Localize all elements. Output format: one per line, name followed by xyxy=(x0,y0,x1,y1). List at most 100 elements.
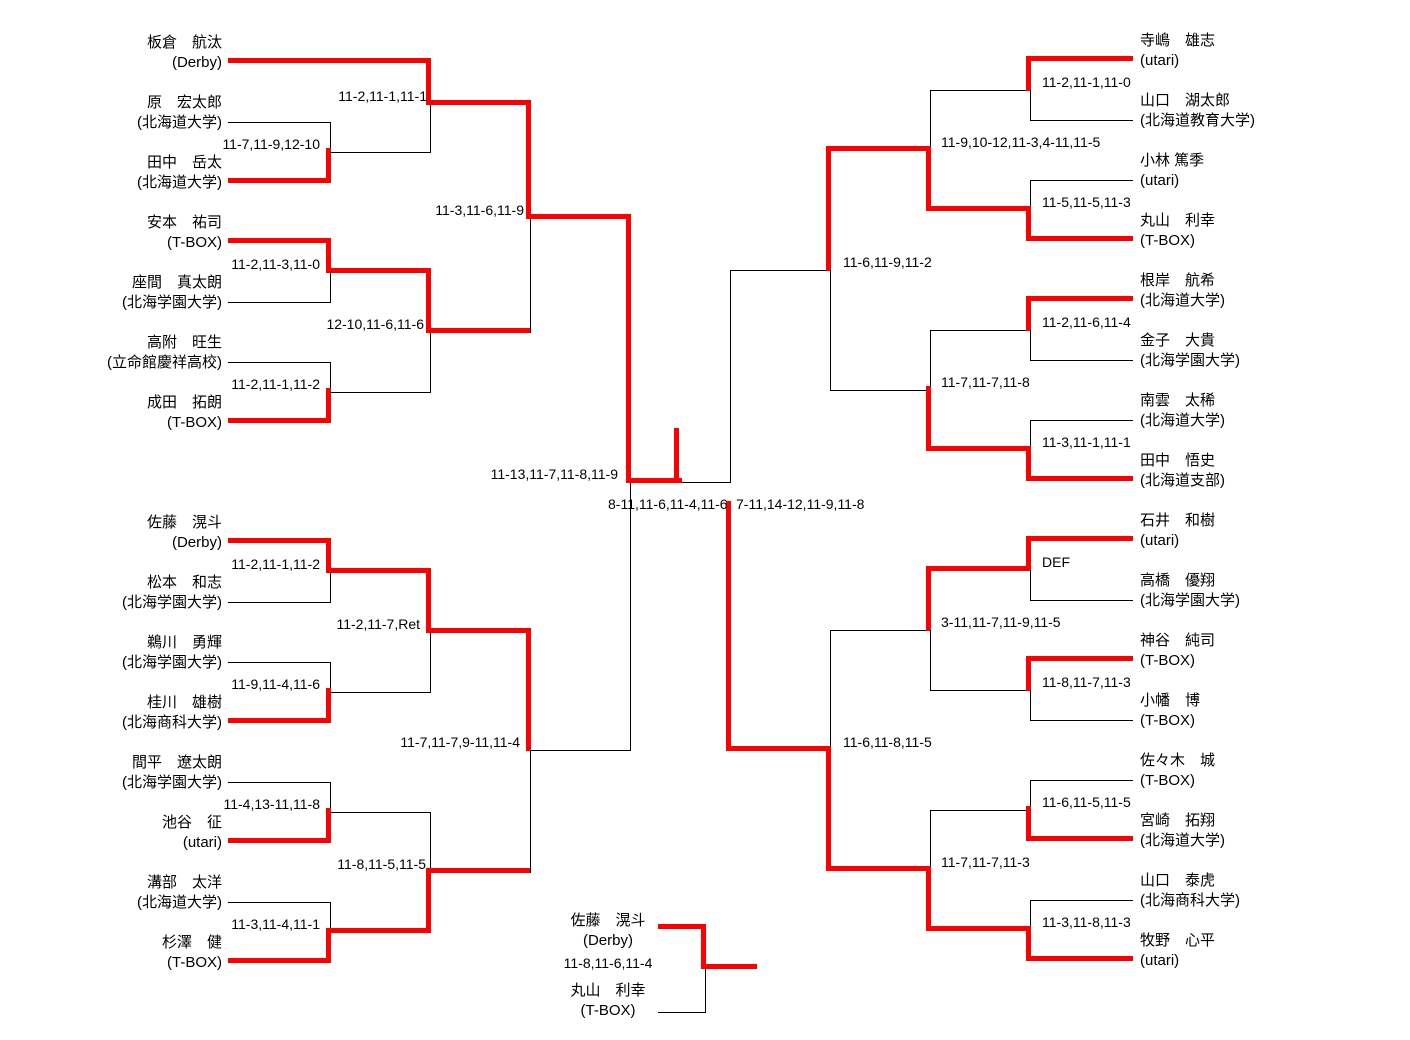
match-score: 11-3,11-6,11-9 xyxy=(435,202,524,218)
bracket-line xyxy=(826,746,831,871)
match-score: 7-11,14-12,11-9,11-8 xyxy=(736,496,865,512)
player-affiliation: (北海商科大学) xyxy=(1140,892,1240,909)
bracket-line xyxy=(326,808,331,843)
player-name: 原 宏太郎 xyxy=(146,94,222,111)
match-score: 11-2,11-6,11-4 xyxy=(1042,314,1131,330)
bracket-line xyxy=(926,566,931,631)
match-score: 11-2,11-1,11-2 xyxy=(231,376,320,392)
third-place-score: 11-8,11-6,11-4 xyxy=(563,955,653,971)
bracket-line xyxy=(705,964,757,969)
player-name: 田中 岳太 xyxy=(146,154,222,171)
bracket-line xyxy=(430,100,530,105)
bracket-line xyxy=(830,630,831,751)
match-score: 3-11,11-7,11-9,11-5 xyxy=(941,614,1061,630)
player-affiliation: (北海道大学) xyxy=(137,114,222,131)
bracket-line xyxy=(326,538,331,573)
bracket-line xyxy=(1030,296,1133,301)
player-affiliation: (Derby) xyxy=(171,54,222,71)
player-affiliation: (北海道支部) xyxy=(1140,472,1225,489)
player-affiliation: (T-BOX) xyxy=(1140,772,1195,789)
match-score: 11-13,11-7,11-8,11-9 xyxy=(490,466,618,482)
player-name: 丸山 利幸 xyxy=(1140,212,1216,229)
bracket-line xyxy=(830,146,930,151)
bracket-line xyxy=(1030,236,1133,241)
player-name: 成田 拓朗 xyxy=(146,394,222,411)
match-score: 11-6,11-9,11-2 xyxy=(843,254,932,270)
bracket-line xyxy=(1030,180,1031,211)
player-name: 高附 旺生 xyxy=(146,334,222,351)
bracket-line xyxy=(1030,720,1133,721)
match-score: 11-7,11-7,11-3 xyxy=(941,854,1030,870)
player-name: 座間 真太朗 xyxy=(131,274,222,291)
bracket-line xyxy=(1030,900,1133,901)
bracket-line xyxy=(326,688,331,723)
bracket-line xyxy=(1030,780,1133,781)
player-name: 杉澤 健 xyxy=(161,934,222,951)
bracket-line xyxy=(430,868,530,873)
player-name: 間平 遼太朗 xyxy=(131,754,222,771)
bracket-line xyxy=(430,812,431,873)
bracket-line xyxy=(228,782,330,783)
bracket-line xyxy=(530,214,630,219)
match-score: 11-3,11-1,11-1 xyxy=(1042,434,1131,450)
bracket-line xyxy=(430,632,431,693)
match-score: 12-10,11-6,11-6 xyxy=(326,316,424,332)
bracket-line xyxy=(830,270,831,391)
match-score: 11-7,11-7,9-11,11-4 xyxy=(400,734,520,750)
player-name: 板倉 航汰 xyxy=(146,34,222,51)
match-score: 11-7,11-7,11-8 xyxy=(941,374,1030,390)
bracket-line xyxy=(658,1012,705,1013)
player-affiliation: (utari) xyxy=(1140,532,1180,549)
bracket-line xyxy=(930,90,1030,91)
bracket-line xyxy=(830,866,930,871)
bracket-line xyxy=(228,718,330,723)
match-score: 11-4,13-11,11-8 xyxy=(223,796,320,812)
bracket-line xyxy=(930,330,931,391)
bracket-line xyxy=(330,122,331,153)
player-affiliation: (T-BOX) xyxy=(167,954,222,971)
bracket-line xyxy=(682,482,730,483)
match-score: 11-2,11-1,11-2 xyxy=(231,556,320,572)
player-affiliation: (utari) xyxy=(1140,52,1180,69)
bracket-line xyxy=(1030,570,1031,601)
bracket-line xyxy=(930,90,931,151)
player-name: 田中 悟史 xyxy=(1140,452,1216,469)
bracket-line xyxy=(330,268,430,273)
bracket-line xyxy=(228,362,330,363)
bracket-line xyxy=(730,270,830,271)
bracket-line xyxy=(228,302,330,303)
player-name: 牧野 心平 xyxy=(1140,932,1216,949)
bracket-line xyxy=(228,238,330,243)
bracket-line xyxy=(658,924,705,929)
bracket-line xyxy=(1026,926,1031,961)
bracket-line xyxy=(1030,656,1133,661)
bracket-line xyxy=(430,104,431,153)
bracket-line xyxy=(1026,536,1031,571)
bracket-line xyxy=(1030,330,1031,361)
match-score: DEF xyxy=(1042,554,1070,570)
player-name: 佐々木 城 xyxy=(1140,752,1216,769)
bracket-line xyxy=(1030,180,1133,181)
bracket-line xyxy=(1030,56,1133,61)
match-score: 11-3,11-4,11-1 xyxy=(231,916,320,932)
bracket-line xyxy=(1030,690,1031,721)
player-name: 石井 和樹 xyxy=(1140,512,1216,529)
match-score: 11-6,11-5,11-5 xyxy=(1042,794,1131,810)
bracket-line xyxy=(1030,780,1031,811)
match-score: 11-3,11-8,11-3 xyxy=(1042,914,1131,930)
player-affiliation: (T-BOX) xyxy=(1140,712,1195,729)
match-score: 11-7,11-9,12-10 xyxy=(222,136,320,152)
bracket-line xyxy=(228,538,330,543)
player-affiliation: (utari) xyxy=(182,834,222,851)
bracket-line xyxy=(426,268,431,333)
bracket-line xyxy=(326,388,331,423)
match-score: 11-8,11-5,11-5 xyxy=(337,856,426,872)
bracket-line xyxy=(530,750,531,873)
bracket-line xyxy=(1030,536,1133,541)
bracket-line xyxy=(526,628,531,751)
bracket-line xyxy=(430,628,530,633)
player-name: 小幡 博 xyxy=(1140,692,1201,709)
bracket-line xyxy=(530,218,531,333)
bracket-line xyxy=(930,810,1030,811)
